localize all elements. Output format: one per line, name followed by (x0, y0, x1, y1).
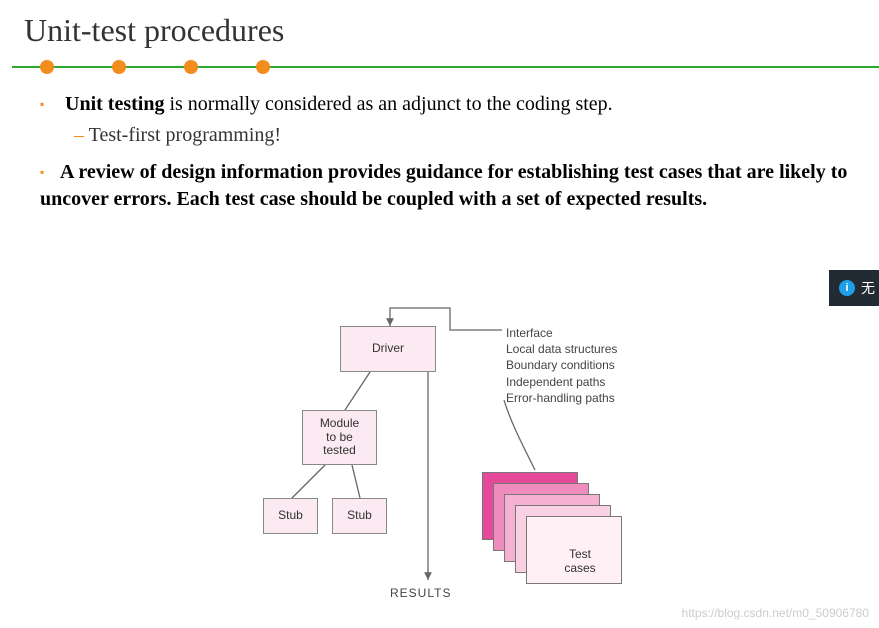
test-cases-label: Testcases (560, 547, 600, 575)
interface-list-item: Error-handling paths (506, 390, 617, 406)
info-icon: i (839, 280, 855, 296)
interface-list-item: Boundary conditions (506, 357, 617, 373)
node-module: Moduleto betested (302, 410, 377, 465)
bullet-1-lead: Unit testing (65, 93, 164, 115)
bullet-1-rest: is normally considered as an adjunct to … (164, 93, 612, 115)
rule-line (12, 66, 879, 68)
interface-list-item: Local data structures (506, 341, 617, 357)
rule-dot (40, 60, 54, 74)
rule-dot (112, 60, 126, 74)
diagram-connectors (190, 300, 710, 620)
unit-test-diagram: Driver Moduleto betested Stub Stub RESUL… (190, 300, 710, 620)
info-badge[interactable]: i 无 (829, 270, 879, 306)
bullet-2: A review of design information provides … (40, 159, 849, 213)
info-badge-text: 无 (861, 278, 875, 298)
rule-dot (184, 60, 198, 74)
interface-list: InterfaceLocal data structuresBoundary c… (506, 325, 617, 406)
results-label: RESULTS (390, 586, 451, 600)
bullet-1-sub: Test-first programming! (74, 124, 849, 147)
watermark: https://blog.csdn.net/m0_50906780 (682, 606, 869, 620)
title-rule (0, 57, 879, 77)
content-block: Unit testing is normally considered as a… (0, 85, 879, 213)
rule-dot (256, 60, 270, 74)
interface-list-item: Interface (506, 325, 617, 341)
page-title: Unit-test procedures (0, 0, 879, 53)
node-stub-2: Stub (332, 498, 387, 534)
node-driver: Driver (340, 326, 436, 372)
interface-list-item: Independent paths (506, 374, 617, 390)
node-stub-1: Stub (263, 498, 318, 534)
bullet-1: Unit testing is normally considered as a… (40, 91, 849, 118)
